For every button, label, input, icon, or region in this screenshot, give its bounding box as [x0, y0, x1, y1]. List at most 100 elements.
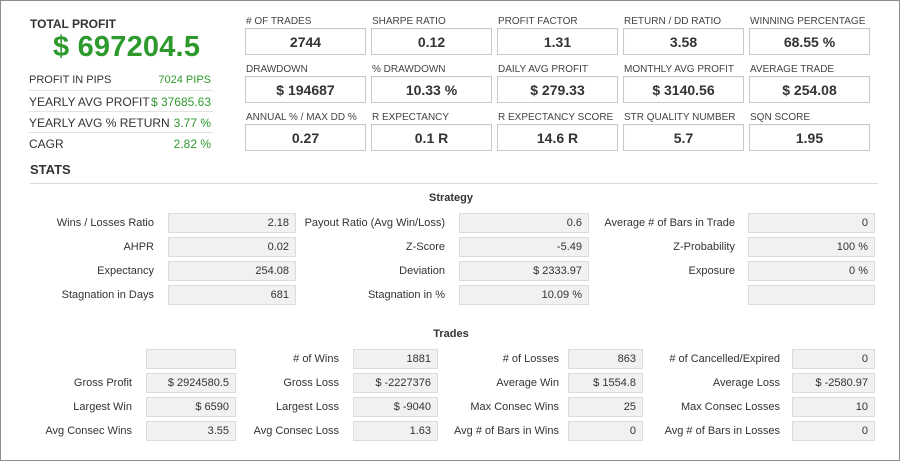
metric-label: R EXPECTANCY [372, 112, 450, 123]
stat-label: Z-Score [405, 241, 445, 253]
trade-value: $ 6590 [146, 397, 236, 417]
metric-r-expectancy: R EXPECTANCY 0.1 R [371, 112, 492, 157]
stat-label: Average # of Bars in Trade [604, 217, 735, 229]
summary-label: YEARLY AVG % RETURN [29, 116, 170, 130]
summary-label: PROFIT IN PIPS [29, 74, 112, 86]
trade-value: $ -2580.97 [792, 373, 875, 393]
metric-value: 0.1 R [371, 124, 492, 151]
stats-divider [30, 183, 878, 184]
metric-monthly-avg-profit: MONTHLY AVG PROFIT $ 3140.56 [623, 64, 744, 109]
metric-value: 2744 [245, 28, 366, 55]
metric-label: MONTHLY AVG PROFIT [624, 64, 735, 75]
metric-label: SQN SCORE [750, 112, 811, 123]
metric-value: 0.27 [245, 124, 366, 151]
metric-label: DRAWDOWN [246, 64, 308, 75]
stat-label: Stagnation in Days [61, 289, 154, 301]
cagr-row: CAGR 2.82 % [29, 134, 213, 154]
metric-label: ANNUAL % / MAX DD % [246, 112, 357, 123]
metric-label: DAILY AVG PROFIT [498, 64, 589, 75]
trade-label: Gross Profit [73, 377, 132, 389]
metric-value: 68.55 % [749, 28, 870, 55]
trade-label: # of Losses [502, 353, 559, 365]
trade-value: 25 [568, 397, 643, 417]
metric-label: # OF TRADES [246, 16, 312, 27]
metric-sharpe-ratio: SHARPE RATIO 0.12 [371, 16, 492, 61]
stat-label: Z-Probability [673, 241, 735, 253]
metric-winning-percentage: WINNING PERCENTAGE 68.55 % [749, 16, 870, 61]
trade-label: Max Consec Wins [470, 401, 559, 413]
trade-label: # of Wins [293, 353, 339, 365]
trade-value: 3.55 [146, 421, 236, 441]
metric-value: 10.33 % [371, 76, 492, 103]
metric-label: RETURN / DD RATIO [624, 16, 722, 27]
metric-label: R EXPECTANCY SCORE [498, 112, 614, 123]
stat-label: Wins / Losses Ratio [56, 217, 154, 229]
total-profit-label: TOTAL PROFIT [30, 17, 116, 31]
trade-value-empty [146, 349, 236, 369]
trade-label: # of Cancelled/Expired [669, 353, 780, 365]
summary-value: $ 37685.63 [150, 95, 211, 109]
trade-value: $ 1554.8 [568, 373, 643, 393]
stat-label: Stagnation in % [367, 289, 445, 301]
trade-value: 0 [792, 349, 875, 369]
metric-sqn-score: SQN SCORE 1.95 [749, 112, 870, 157]
stat-value-empty [748, 285, 875, 305]
metric-value: $ 254.08 [749, 76, 870, 103]
stat-label: AHPR [123, 241, 154, 253]
trade-label: Avg Consec Wins [45, 425, 132, 437]
metric-label: % DRAWDOWN [372, 64, 446, 75]
yearly-avg-return-row: YEARLY AVG % RETURN 3.77 % [29, 113, 213, 133]
stat-label: Deviation [399, 265, 445, 277]
summary-value: 3.77 % [173, 116, 211, 130]
metric-r-expectancy-score: R EXPECTANCY SCORE 14.6 R [497, 112, 618, 157]
stat-value: 254.08 [168, 261, 296, 281]
metric-value: 14.6 R [497, 124, 618, 151]
trade-value: $ 2924580.5 [146, 373, 236, 393]
trade-value: 0 [568, 421, 643, 441]
trade-label: Largest Win [73, 401, 132, 413]
trades-title: Trades [433, 328, 469, 340]
trade-value: 10 [792, 397, 875, 417]
strategy-title: Strategy [428, 192, 474, 204]
profit-in-pips-row: PROFIT IN PIPS 7024 PIPS [29, 71, 213, 91]
metric-value: 1.31 [497, 28, 618, 55]
metric-value: $ 279.33 [497, 76, 618, 103]
summary-value: 2.82 % [173, 137, 211, 151]
metric-label: WINNING PERCENTAGE [750, 16, 866, 27]
stat-value: 0.6 [459, 213, 589, 233]
metric-return-dd-ratio: RETURN / DD RATIO 3.58 [623, 16, 744, 61]
stat-label: Expectancy [97, 265, 154, 277]
metric-label: SHARPE RATIO [372, 16, 446, 27]
trade-label: Gross Loss [283, 377, 339, 389]
summary-label: CAGR [29, 137, 64, 151]
metric-value: 1.95 [749, 124, 870, 151]
stat-value: 0 % [748, 261, 875, 281]
trade-label: Average Win [496, 377, 559, 389]
yearly-avg-profit-row: YEARLY AVG PROFIT $ 37685.63 [29, 92, 213, 112]
stat-value: 0.02 [168, 237, 296, 257]
stat-value: 10.09 % [459, 285, 589, 305]
metric-value: $ 3140.56 [623, 76, 744, 103]
trade-value: 0 [792, 421, 875, 441]
trade-value: $ -2227376 [353, 373, 438, 393]
stat-value: 2.18 [168, 213, 296, 233]
stat-label: Payout Ratio (Avg Win/Loss) [304, 217, 445, 229]
metric-value: $ 194687 [245, 76, 366, 103]
trade-label: Avg # of Bars in Wins [454, 425, 559, 437]
trade-label: Avg Consec Loss [253, 425, 339, 437]
metric-label: PROFIT FACTOR [498, 16, 578, 27]
trade-value: 863 [568, 349, 643, 369]
metric-value: 0.12 [371, 28, 492, 55]
stat-value: $ 2333.97 [459, 261, 589, 281]
stat-label: Exposure [688, 265, 735, 277]
metric-pct-drawdown: % DRAWDOWN 10.33 % [371, 64, 492, 109]
stats-title: STATS [30, 162, 71, 177]
trade-label: Max Consec Losses [680, 401, 780, 413]
trade-value: 1881 [353, 349, 438, 369]
trade-value: 1.63 [353, 421, 438, 441]
trade-label: Avg # of Bars in Losses [664, 425, 780, 437]
stat-value: 100 % [748, 237, 875, 257]
metric-value: 5.7 [623, 124, 744, 151]
summary-value: 7024 PIPS [158, 74, 211, 86]
